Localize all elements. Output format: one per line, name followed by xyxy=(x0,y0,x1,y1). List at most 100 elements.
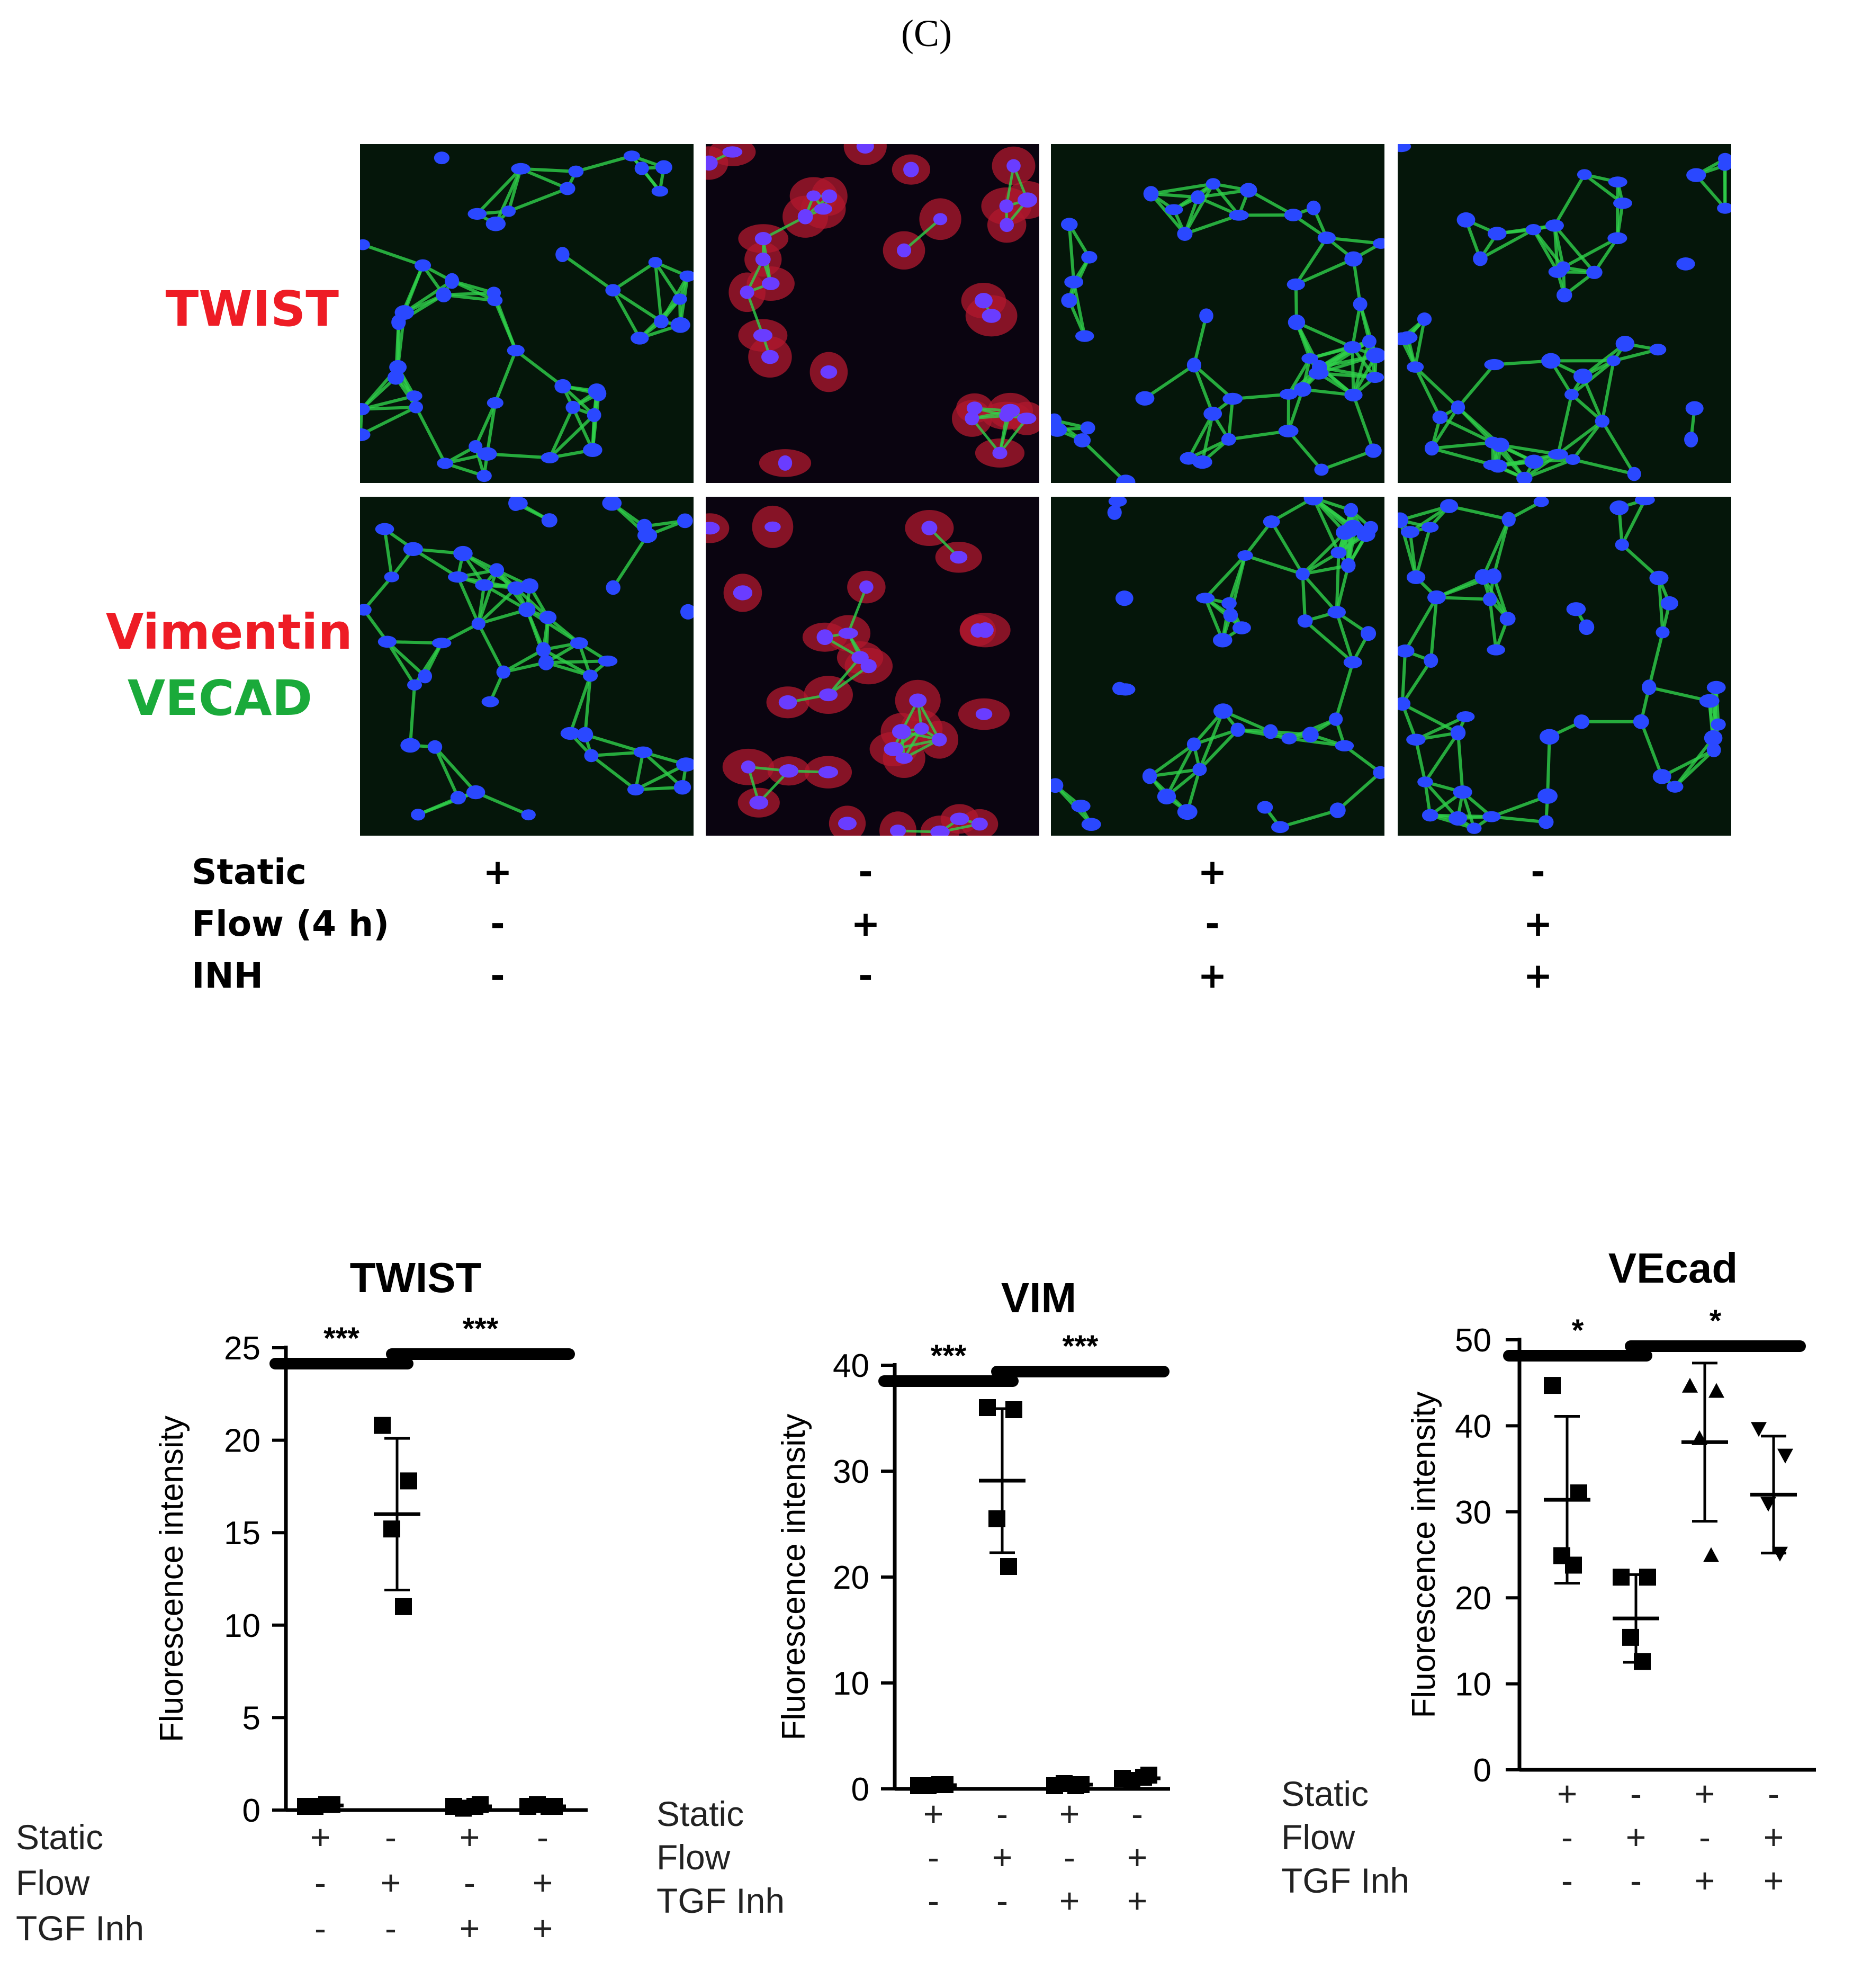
data-point xyxy=(400,1472,417,1490)
y-tick-label: 20 xyxy=(224,1423,260,1459)
condition-sign: - xyxy=(996,1881,1008,1920)
image-sign-c3-r1: + xyxy=(1198,852,1227,892)
significance-label: *** xyxy=(463,1312,499,1346)
data-point xyxy=(1692,1430,1707,1445)
condition-sign: - xyxy=(996,1794,1008,1833)
group-1 xyxy=(297,1796,344,1815)
condition-sign: + xyxy=(1059,1881,1080,1920)
group-4 xyxy=(1750,1422,1797,1562)
significance-label: *** xyxy=(323,1321,359,1356)
y-tick-label: 0 xyxy=(1473,1752,1491,1789)
micrograph-r1-c2 xyxy=(704,142,1041,485)
condition-sign: - xyxy=(1064,1838,1075,1877)
data-point xyxy=(1067,1777,1084,1794)
data-point xyxy=(988,1510,1005,1527)
y-tick-label: 20 xyxy=(833,1560,869,1596)
condition-label: Static xyxy=(16,1817,103,1857)
group-2 xyxy=(374,1417,420,1615)
row-label-twist: TWIST xyxy=(165,281,339,337)
condition-label: TGF Inh xyxy=(1281,1861,1409,1900)
micrograph-r1-c3 xyxy=(1051,144,1384,483)
data-point xyxy=(383,1520,400,1538)
image-sign-c2-r2: + xyxy=(851,903,880,944)
condition-sign: - xyxy=(464,1863,475,1902)
condition-sign: + xyxy=(1764,1861,1784,1900)
condition-sign: + xyxy=(533,1863,553,1902)
image-sign-c2-r1: - xyxy=(858,852,873,892)
condition-sign: - xyxy=(1699,1817,1711,1857)
group-2 xyxy=(979,1399,1026,1575)
condition-sign: + xyxy=(460,1817,480,1857)
chart-title: VIM xyxy=(1001,1274,1076,1321)
y-axis-label: Fluorescence intensity xyxy=(1406,1392,1442,1718)
significance-label: *** xyxy=(1063,1329,1099,1364)
image-condition-flow: Flow (4 h) xyxy=(192,903,390,944)
group-1 xyxy=(910,1776,957,1794)
group-3 xyxy=(1046,1775,1093,1794)
condition-sign: - xyxy=(1131,1794,1143,1833)
condition-sign: + xyxy=(381,1863,401,1902)
data-point xyxy=(1613,1569,1630,1586)
significance-label: *** xyxy=(931,1339,967,1373)
micrograph-r1-c4 xyxy=(1398,144,1731,483)
data-point xyxy=(1000,1558,1017,1575)
data-point xyxy=(466,1798,483,1815)
data-point xyxy=(1682,1377,1698,1393)
data-point xyxy=(1751,1422,1767,1437)
condition-sign: + xyxy=(460,1909,480,1948)
condition-label: Static xyxy=(656,1794,744,1833)
y-tick-label: 15 xyxy=(224,1515,260,1552)
data-point xyxy=(931,1776,948,1793)
condition-sign: - xyxy=(314,1863,326,1902)
data-point xyxy=(1639,1569,1656,1586)
condition-sign: - xyxy=(1630,1774,1642,1813)
condition-sign: + xyxy=(1059,1794,1080,1833)
condition-label: Flow xyxy=(1281,1817,1355,1857)
condition-sign: + xyxy=(992,1838,1013,1877)
data-point xyxy=(1703,1547,1719,1562)
micrograph-r1-c1 xyxy=(360,144,694,483)
row-label-vimentin: Vimentin xyxy=(106,604,353,660)
micrograph-r2-c3 xyxy=(1051,497,1384,836)
condition-sign: - xyxy=(1630,1861,1642,1900)
chart-title: VEcad xyxy=(1608,1244,1738,1292)
data-point xyxy=(1544,1377,1561,1394)
image-sign-c2-r3: - xyxy=(858,955,873,996)
image-sign-c1-r3: - xyxy=(490,955,505,996)
image-sign-c1-r1: + xyxy=(483,852,512,892)
condition-sign: + xyxy=(533,1909,553,1948)
group-4 xyxy=(1114,1767,1161,1789)
condition-sign: - xyxy=(385,1909,397,1948)
y-axis-label: Fluorescence intensity xyxy=(776,1414,812,1741)
data-point xyxy=(1622,1628,1639,1646)
y-tick-label: 10 xyxy=(833,1665,869,1702)
condition-sign: - xyxy=(1561,1861,1573,1900)
condition-sign: + xyxy=(1764,1817,1784,1857)
data-point xyxy=(395,1598,412,1615)
image-sign-c1-r2: - xyxy=(490,903,505,944)
y-tick-label: 0 xyxy=(242,1793,260,1829)
y-tick-label: 20 xyxy=(1455,1580,1491,1617)
chart-twist: TWIST 0 5 10 15 20 25 Fluorescence intensity ***… xyxy=(16,1254,588,1948)
y-tick-label: 0 xyxy=(851,1771,869,1808)
condition-sign: + xyxy=(1626,1817,1647,1857)
data-point xyxy=(541,1798,557,1815)
condition-sign: - xyxy=(928,1881,939,1920)
data-point xyxy=(374,1417,391,1434)
condition-label: Flow xyxy=(656,1838,731,1877)
condition-label: Flow xyxy=(16,1863,90,1902)
condition-sign: + xyxy=(1127,1881,1148,1920)
data-point xyxy=(1570,1484,1587,1502)
condition-sign: - xyxy=(1561,1817,1573,1857)
y-tick-label: 10 xyxy=(224,1608,260,1644)
condition-label: TGF Inh xyxy=(16,1909,144,1948)
image-sign-c3-r3: + xyxy=(1198,955,1227,996)
condition-sign: + xyxy=(1695,1774,1715,1813)
condition-sign: - xyxy=(314,1909,326,1948)
y-tick-label: 5 xyxy=(242,1700,260,1736)
group-1 xyxy=(1544,1377,1590,1585)
image-condition-inh: INH xyxy=(192,955,264,996)
y-tick-label: 30 xyxy=(1455,1494,1491,1531)
condition-sign: + xyxy=(310,1817,331,1857)
